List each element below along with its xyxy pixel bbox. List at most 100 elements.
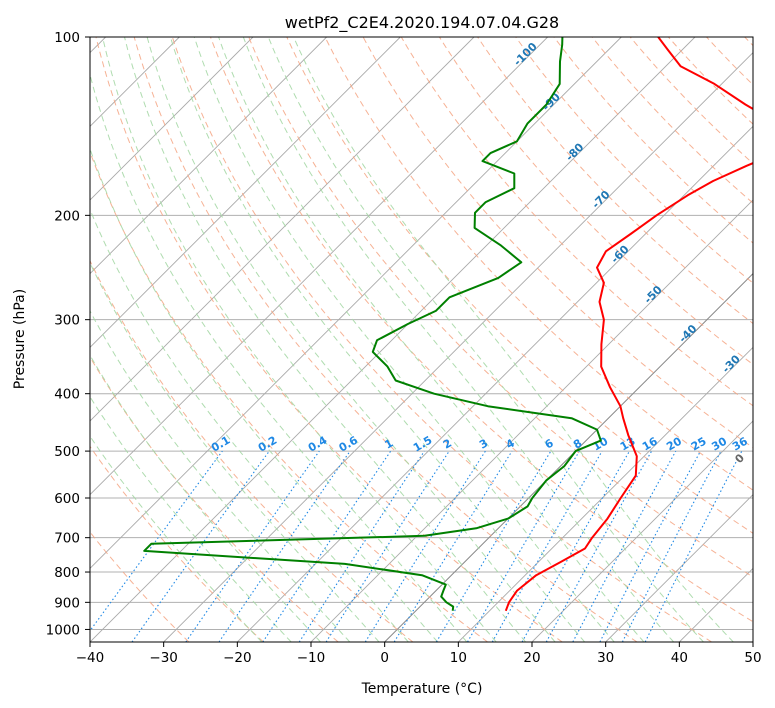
y-tick-label: 300: [54, 313, 80, 329]
plot-frame: [89, 36, 754, 643]
mixing-ratio-label: 3: [477, 437, 490, 452]
mixing-ratio-line: [467, 450, 580, 642]
y-tick-label: 100: [54, 30, 80, 46]
temperature-trace: [504, 37, 753, 612]
dry-adiabat-line: [90, 150, 488, 642]
moist-adiabat-label: -50: [642, 283, 665, 306]
y-tick-label: 1000: [46, 622, 80, 638]
isotherm-line: [90, 37, 696, 642]
y-tick-label: 600: [54, 491, 80, 507]
x-tick-label: −10: [297, 650, 326, 666]
mixing-ratio-line: [545, 450, 653, 642]
mixing-ratio-line: [364, 450, 486, 642]
mixing-ratio-line: [572, 450, 677, 642]
isotherm-line: [90, 37, 548, 496]
mixing-ratio-line: [325, 450, 450, 642]
isotherm-line: [90, 37, 254, 201]
dry-adiabat-line: [362, 37, 753, 449]
mixing-ratio-line: [298, 450, 425, 642]
mixing-ratio-line: [599, 450, 701, 642]
isotherm-line: [458, 346, 753, 642]
dry-adiabat-line: [744, 37, 753, 47]
x-tick-label: 20: [523, 650, 540, 666]
moist-adiabat-line: [218, 37, 645, 642]
y-tick-label: 500: [54, 444, 80, 460]
mixing-ratio-label: 4: [504, 436, 517, 451]
moist-adiabat-line: [293, 37, 734, 642]
mixing-ratio-line: [435, 450, 552, 642]
thermodynamic-background: 0.10.20.40.611.5234681013162025303601020…: [90, 37, 775, 642]
isotherm-line: [90, 37, 475, 422]
dry-adiabat-line: [248, 37, 753, 578]
dry-adiabat-line: [90, 259, 414, 642]
moist-adiabat-label: -70: [589, 188, 612, 211]
dry-adiabat-line: [210, 37, 753, 623]
dry-adiabat-line: [706, 37, 753, 86]
dry-adiabat-line: [477, 37, 753, 325]
mixing-ratio-line: [90, 450, 223, 632]
dry-adiabat-label: 10: [762, 490, 775, 510]
mixing-ratio-line: [262, 450, 392, 642]
dry-adiabat-line: [90, 356, 339, 642]
moist-adiabat-label: -100: [511, 40, 540, 69]
x-tick-label: 50: [744, 650, 761, 666]
y-tick-label: 800: [54, 565, 80, 581]
moist-adiabat-label: -80: [563, 140, 586, 163]
dry-adiabat-line: [400, 37, 753, 407]
moist-adiabat-line: [90, 72, 468, 642]
isotherm-line: [90, 37, 622, 569]
isotherm-line: [605, 494, 753, 642]
x-tick-label: 0: [380, 650, 389, 666]
moist-adiabat-label: -20: [760, 386, 775, 409]
dry-adiabat-line: [591, 37, 753, 204]
y-tick-label: 700: [54, 531, 80, 547]
moist-adiabat-line: [90, 435, 263, 642]
dry-adiabat-line: [324, 37, 753, 491]
x-tick-label: −20: [223, 650, 252, 666]
moist-adiabat-line: [90, 147, 438, 642]
mixing-ratio-line: [131, 450, 270, 642]
x-tick-label: −30: [149, 650, 178, 666]
moist-adiabat-line: [169, 37, 586, 642]
isotherm-line: [163, 52, 753, 642]
isotherm-line: [90, 37, 401, 348]
y-tick-label: 400: [54, 387, 80, 403]
x-tick-label: −40: [76, 650, 105, 666]
x-tick-label: 40: [671, 650, 688, 666]
moist-adiabat-label: -90: [540, 90, 563, 113]
dry-adiabat-line: [629, 37, 753, 165]
isotherm-line: [752, 641, 753, 642]
isotherm-line: [679, 567, 753, 642]
mixing-ratio-line: [185, 450, 320, 642]
y-axis-label: Pressure (hPa): [12, 289, 28, 389]
moist-adiabat-label: -30: [720, 352, 743, 375]
moist-adiabat-label: -40: [676, 322, 699, 345]
isotherm-line: [237, 125, 753, 642]
mixing-ratio-label: 6: [543, 436, 556, 451]
moist-adiabat-line: [242, 37, 675, 642]
y-tick-label: 200: [54, 208, 80, 224]
moist-adiabat-line: [124, 37, 526, 642]
x-tick-label: 10: [450, 650, 467, 666]
isotherm-line: [90, 37, 327, 275]
mixing-ratio-line: [521, 450, 630, 642]
dry-adiabat-label: 0: [732, 451, 747, 466]
axis-ticks: −40 −30 −20 −10 0 10 20 30 40 5010020030040050060…: [46, 30, 762, 666]
chart-title: wetPf2_C2E4.2020.194.07.04.G28: [285, 13, 559, 33]
mixing-ratio-line: [393, 450, 513, 642]
moist-adiabat-line: [90, 208, 409, 642]
moist-adiabat-line: [267, 37, 704, 642]
dry-adiabat-line: [515, 37, 753, 284]
moist-adiabat-line: [90, 310, 351, 642]
x-axis-label: Temperature (°C): [361, 681, 483, 697]
dry-adiabat-line: [171, 37, 712, 642]
dry-adiabat-line: [90, 445, 264, 642]
mixing-ratio-line: [491, 450, 603, 642]
mixing-ratio-line: [218, 450, 351, 642]
moist-adiabat-line: [90, 261, 380, 642]
dry-adiabat-line: [553, 37, 753, 244]
mixing-ratio-label: 2: [441, 437, 454, 452]
dry-adiabat-line: [133, 37, 638, 642]
isotherm-line: [531, 420, 753, 642]
